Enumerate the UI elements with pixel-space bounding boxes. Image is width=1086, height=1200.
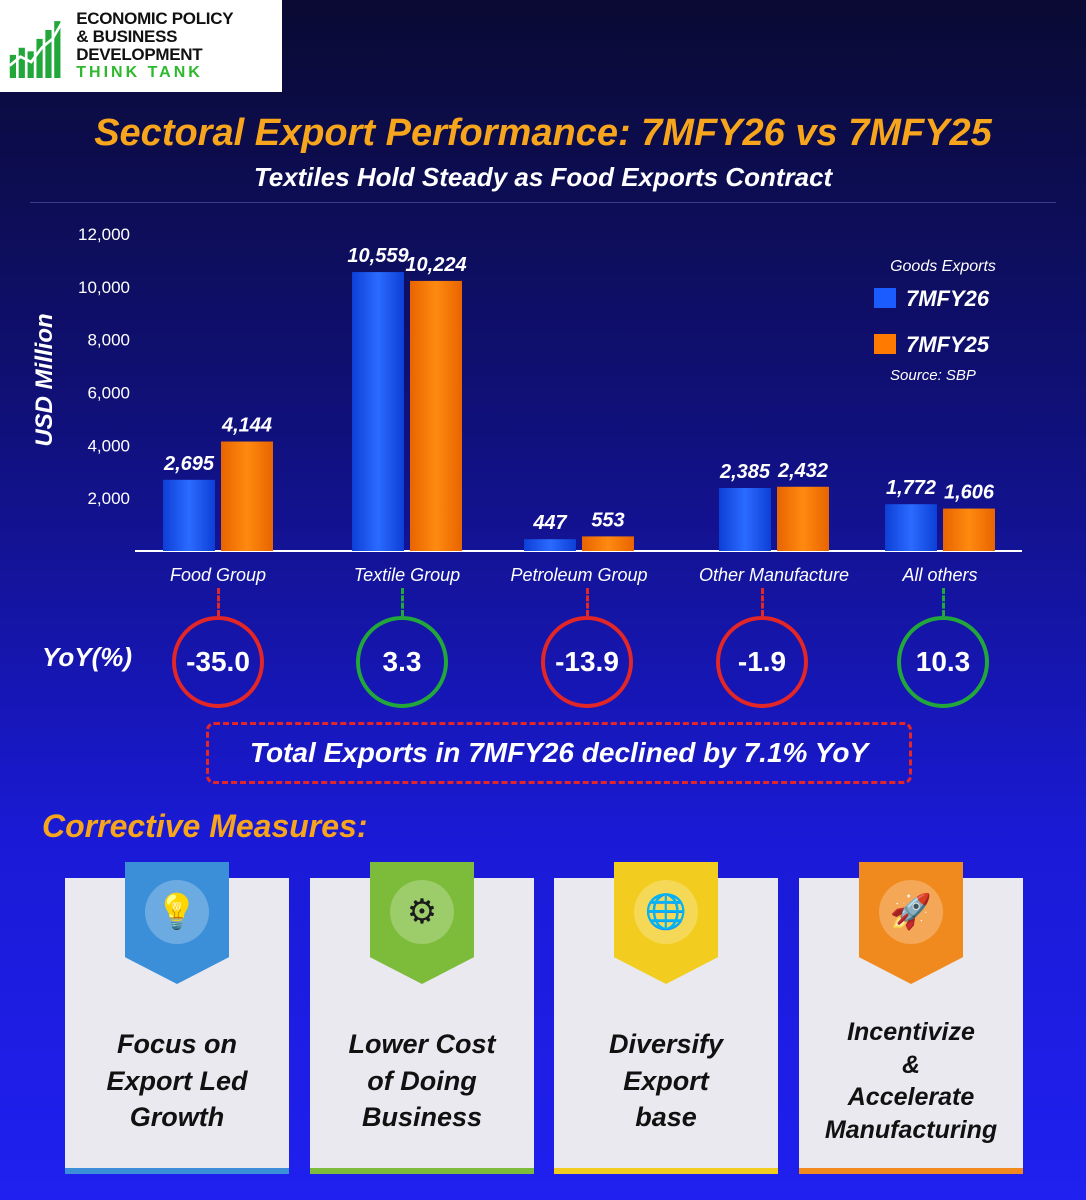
bar-data-label: 2,385 (719, 461, 771, 483)
total-exports-note: Total Exports in 7MFY26 declined by 7.1%… (206, 722, 912, 784)
bar-data-label: 10,559 (347, 245, 409, 267)
y-tick-label: 4,000 (87, 436, 130, 455)
yoy-value: -35.0 (172, 616, 264, 708)
y-tick-label: 6,000 (87, 384, 130, 403)
yoy-value: -13.9 (541, 616, 633, 708)
page-subtitle: Textiles Hold Steady as Food Exports Con… (253, 162, 833, 192)
bar-data-label: 4,144 (221, 415, 272, 437)
measure-text: Focus on Export Led Growth (106, 1029, 248, 1133)
category-label: All others (901, 565, 977, 585)
logo-line3: THINK TANK (76, 64, 203, 82)
card-accent-bar (799, 1168, 1023, 1174)
card-accent-bar (65, 1168, 289, 1174)
yoy-indicator: -13.9 (527, 588, 647, 708)
bar-data-label: 2,432 (777, 460, 828, 482)
yoy-indicator: 10.3 (883, 588, 1003, 708)
measure-card: 🌐 Diversify Export base (554, 862, 778, 1174)
bar-7mfy25 (221, 441, 273, 551)
chart-source: Source: SBP (890, 367, 976, 384)
legend-label: 7MFY26 (906, 286, 990, 311)
measure-card: 💡 Focus on Export Led Growth (65, 862, 289, 1174)
card-accent-bar (310, 1168, 534, 1174)
gear-dollar-icon: ⚙ (390, 880, 454, 944)
bar-data-label: 1,606 (944, 482, 995, 504)
yoy-indicator: -35.0 (158, 588, 278, 708)
yoy-value: -1.9 (716, 616, 808, 708)
yoy-value: 10.3 (897, 616, 989, 708)
y-tick-label: 2,000 (87, 489, 130, 508)
category-label: Food Group (170, 565, 266, 585)
rocket-growth-icon: 🚀 (879, 880, 943, 944)
export-bar-chart: USD Million 12,000 10,000 8,000 6,000 4,000 2,… (31, 225, 1022, 585)
yoy-connector (216, 588, 220, 616)
divider (30, 202, 1056, 203)
yoy-connector (760, 588, 764, 616)
bar-7mfy25 (943, 508, 995, 551)
measure-text: Lower Cost of Doing Business (348, 1029, 496, 1133)
bar-7mfy26 (885, 504, 937, 551)
y-axis-label: USD Million (31, 313, 58, 446)
bar-7mfy25 (410, 280, 462, 551)
globe-server-icon: 🌐 (634, 880, 698, 944)
bar-data-label: 553 (591, 509, 624, 531)
logo-line2: & BUSINESS DEVELOPMENT (76, 26, 203, 64)
measure-text: Diversify Export base (608, 1029, 724, 1133)
y-tick-label: 10,000 (78, 278, 130, 297)
bar-7mfy26 (719, 487, 771, 551)
measure-text: Incentivize & Accelerate Manufacturing (824, 1018, 998, 1144)
measure-card: ⚙ Lower Cost of Doing Business (310, 862, 534, 1174)
legend-label: 7MFY25 (906, 332, 990, 357)
yoy-value: 3.3 (356, 616, 448, 708)
bar-data-label: 10,224 (405, 254, 466, 276)
yoy-connector (585, 588, 589, 616)
yoy-indicator: -1.9 (702, 588, 822, 708)
legend-swatch (874, 288, 896, 308)
bar-data-label: 447 (532, 512, 567, 534)
category-label: Other Manufacture (699, 565, 849, 585)
y-tick-label: 8,000 (87, 331, 130, 350)
card-ribbon: ⚙ (370, 862, 474, 984)
bar-7mfy26 (352, 272, 404, 551)
category-label: Textile Group (354, 565, 460, 585)
card-ribbon: 💡 (125, 862, 229, 984)
yoy-connector (400, 588, 404, 616)
bar-data-label: 1,772 (886, 477, 936, 499)
card-ribbon: 🌐 (614, 862, 718, 984)
card-accent-bar (554, 1168, 778, 1174)
corrective-measures-title: Corrective Measures: (42, 808, 368, 844)
logo: ECONOMIC POLICY & BUSINESS DEVELOPMENT T… (0, 0, 282, 92)
yoy-label: YoY(%) (42, 642, 133, 672)
bar-7mfy25 (582, 536, 634, 551)
growth-chart-icon (8, 13, 69, 79)
yoy-indicator: 3.3 (342, 588, 462, 708)
logo-line1: ECONOMIC POLICY (76, 8, 234, 28)
bar-7mfy26 (163, 479, 215, 551)
page-title: Sectoral Export Performance: 7MFY26 vs 7… (94, 112, 992, 154)
card-ribbon: 🚀 (859, 862, 963, 984)
lightbulb-dollar-icon: 💡 (145, 880, 209, 944)
bar-data-label: 2,695 (163, 453, 215, 475)
category-label: Petroleum Group (510, 565, 647, 585)
yoy-connector (941, 588, 945, 616)
y-tick-label: 12,000 (78, 225, 130, 244)
legend-swatch (874, 334, 896, 354)
legend-title: Goods Exports (890, 258, 996, 275)
measure-card: 🚀 Incentivize & Accelerate Manufacturing (799, 862, 1023, 1174)
bar-7mfy25 (777, 486, 829, 551)
bar-7mfy26 (524, 539, 576, 551)
